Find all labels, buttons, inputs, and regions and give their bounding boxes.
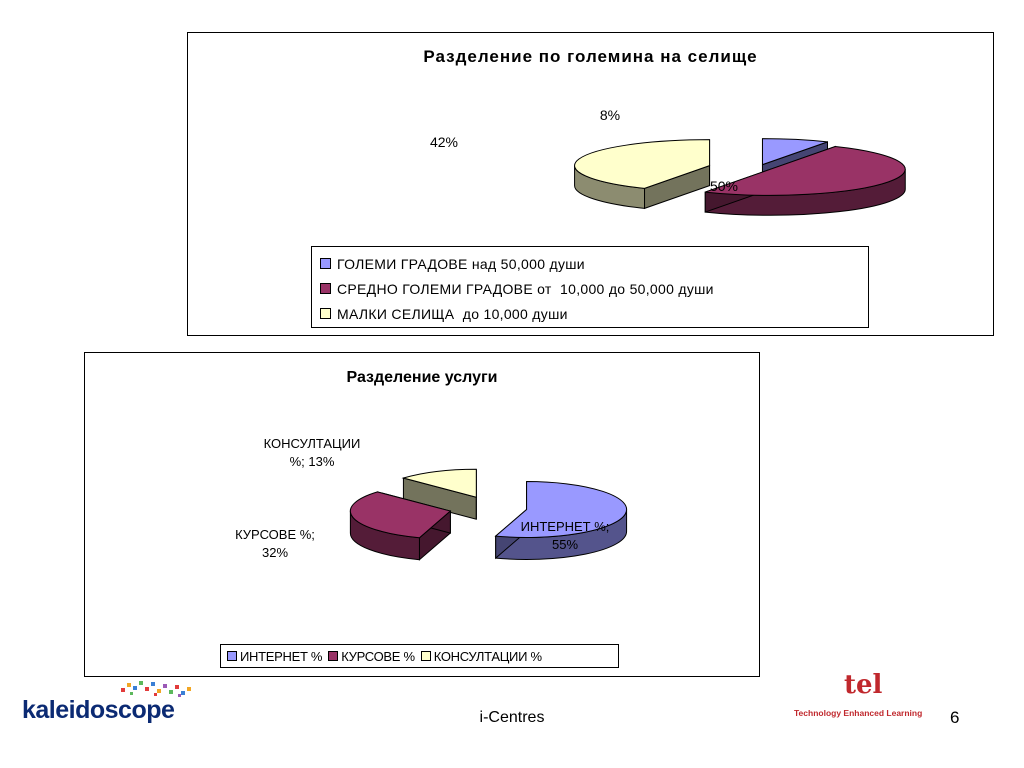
- tel-logo-mark: tel: [844, 670, 883, 700]
- logo-dots-icon: [121, 681, 191, 697]
- legend-label: КУРСОВЕ %: [341, 648, 415, 664]
- legend-entry-internet: ИНТЕРНЕТ %: [227, 649, 322, 664]
- pie-chart-services: ИНТЕРНЕТ %; 55% КУРСОВЕ %; 32% КОНСУЛТАЦИИ%;…: [235, 436, 628, 561]
- data-label: 50%: [710, 178, 738, 194]
- pie-slice-top: [705, 146, 906, 196]
- legend-entry-courses: КУРСОВЕ %: [328, 649, 415, 664]
- services-chart: Разделение услуги ИНТЕРНЕТ %; 55% КУРСОВЕ …: [84, 352, 760, 677]
- data-label: КУРСОВЕ %; 32%: [235, 527, 315, 560]
- page-number: 6: [950, 708, 960, 727]
- legend-label: МАЛКИ СЕЛИЩА до 10,000 души: [337, 305, 568, 322]
- kaleidoscope-logo: kaleidoscope: [22, 678, 207, 728]
- settlement-size-chart: Разделение по големина на селище 8% 50% 42…: [187, 32, 994, 336]
- legend-label: СРЕДНО ГОЛЕМИ ГРАДОВЕ от 10,000 до 50,00…: [337, 280, 714, 297]
- tel-logo-text: Technology Enhanced Learning: [794, 708, 923, 718]
- legend-entry-small-settlements: МАЛКИ СЕЛИЩА до 10,000 души: [320, 301, 860, 326]
- legend-swatch: [320, 308, 331, 319]
- legend-entry-consulting: КОНСУЛТАЦИИ %: [420, 648, 542, 664]
- pie-slice-top: [349, 491, 452, 539]
- data-label: 8%: [600, 107, 620, 123]
- chart-title: Разделение услуги: [346, 369, 498, 386]
- legend-swatch: [420, 651, 431, 661]
- tel-logo: tel Technology Enhanced Learning: [794, 670, 954, 725]
- data-label: ИНТЕРНЕТ %; 55%: [521, 519, 610, 552]
- pie-chart-settlement: 8% 50% 42%: [430, 107, 906, 216]
- data-label: 42%: [430, 134, 458, 150]
- pie-slice-top: [401, 468, 477, 498]
- legend-entry-medium-cities: СРЕДНО ГОЛЕМИ ГРАДОВЕ от 10,000 до 50,00…: [320, 276, 860, 301]
- legend-swatch: [227, 651, 237, 661]
- legend-label: ГОЛЕМИ ГРАДОВЕ над 50,000 души: [337, 255, 585, 272]
- chart-title: Разделение по големина на селище: [423, 47, 758, 66]
- chart-legend: ГОЛЕМИ ГРАДОВЕ над 50,000 души СРЕДНО ГО…: [311, 246, 869, 328]
- pie-slice-top: [761, 138, 828, 166]
- legend-entry-large-cities: ГОЛЕМИ ГРАДОВЕ над 50,000 души: [320, 251, 860, 276]
- legend-label: КОНСУЛТАЦИИ %: [433, 648, 542, 664]
- data-label: КОНСУЛТАЦИИ%; 13%: [264, 436, 361, 469]
- chart-legend: ИНТЕРНЕТ % КУРСОВЕ % КОНСУЛТАЦИИ %: [220, 644, 619, 668]
- pie-slice-2: [574, 139, 711, 210]
- pie-slice-top: [494, 480, 628, 538]
- pie-slice-1: [349, 491, 452, 561]
- legend-swatch: [328, 651, 339, 661]
- legend-swatch: [320, 283, 331, 294]
- legend-swatch: [320, 258, 331, 269]
- pie-slice-1: [704, 145, 906, 216]
- pie-slice-0: [494, 480, 628, 560]
- footer-title: i-Centres: [479, 709, 545, 726]
- legend-label: ИНТЕРНЕТ %: [240, 648, 323, 664]
- pie-slice-top: [574, 139, 711, 189]
- logo-wordmark: kaleidoscope: [22, 696, 175, 724]
